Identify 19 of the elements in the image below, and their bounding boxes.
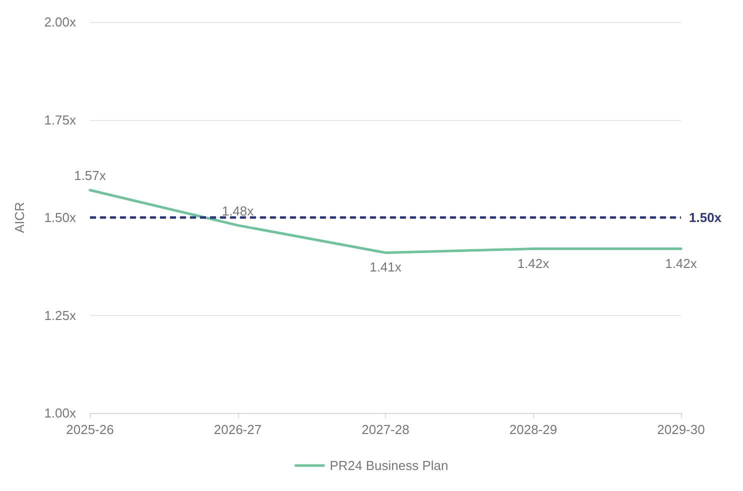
data-label: 1.57x bbox=[74, 168, 106, 184]
ref-line-label: 1.50x bbox=[689, 210, 722, 225]
line-series bbox=[88, 188, 682, 254]
x-tick-label: 2025-26 bbox=[66, 422, 114, 437]
data-label: 1.42x bbox=[517, 256, 550, 271]
data-label: 1.41x bbox=[370, 260, 402, 275]
y-tick-label: 2.00x bbox=[44, 14, 76, 30]
y-tick-label: 1.75x bbox=[44, 112, 76, 128]
data-label: 1.48x bbox=[222, 203, 254, 218]
x-tick-label: 2028-29 bbox=[509, 422, 558, 437]
y-tick-label: 1.50x bbox=[44, 210, 76, 225]
legend-label: PR24 Business Plan bbox=[330, 458, 448, 473]
y-tick-label: 1.00x bbox=[44, 406, 76, 420]
y-tick-label: 1.25x bbox=[44, 308, 76, 323]
x-tick-label: 2026-27 bbox=[214, 422, 262, 437]
x-tick-label: 2027-28 bbox=[362, 422, 410, 437]
y-axis-title: AICR bbox=[12, 202, 27, 234]
data-label: 1.42x bbox=[665, 256, 698, 271]
x-tick-label: 2029-30 bbox=[657, 422, 705, 437]
